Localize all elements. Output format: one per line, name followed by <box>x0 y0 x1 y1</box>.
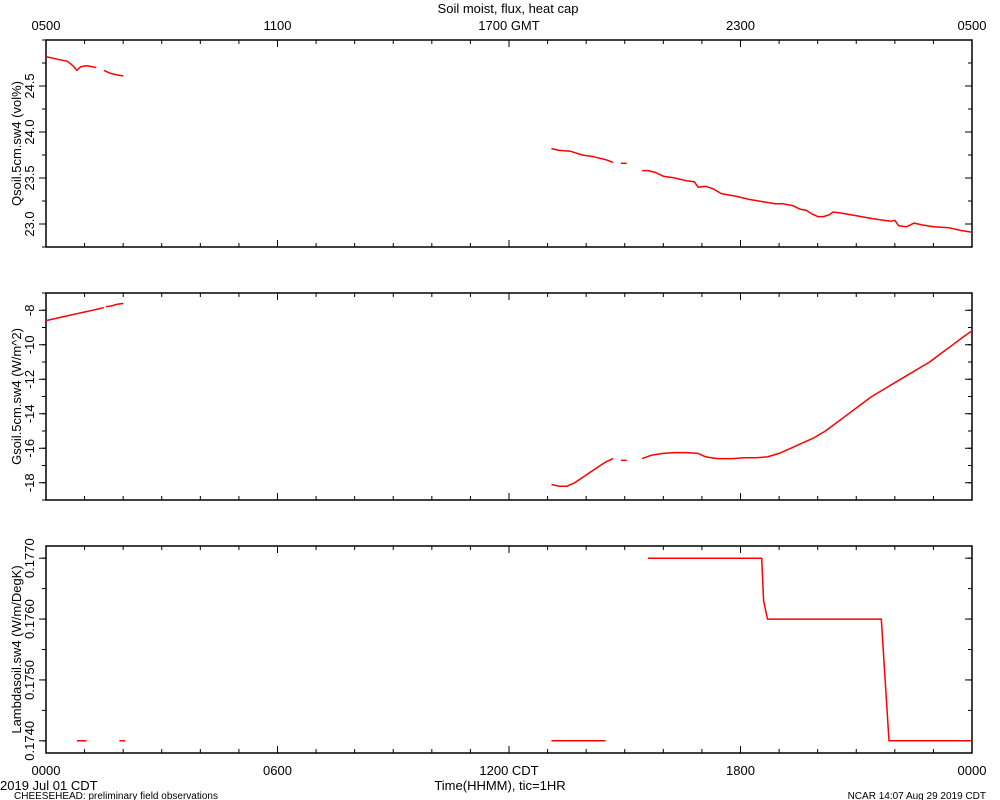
series-line-segment <box>45 306 105 322</box>
top-tick-label: 2300 <box>726 18 755 33</box>
top-time-axis: 0500 1100 1700 GMT 2300 0500 <box>32 18 987 33</box>
chart-panel-2: -18 -16 -14 -12 -10 -8 Gsoil.5cm.sw4 (W/m^2) <box>9 292 973 501</box>
series-line-segment <box>551 147 614 164</box>
series-line-segment <box>45 55 97 72</box>
top-tick-label: 0500 <box>958 18 987 33</box>
top-tick-label: 1700 GMT <box>478 18 539 33</box>
bottom-tick-label: 0600 <box>263 763 292 778</box>
y-tick-label: 24.0 <box>22 119 37 144</box>
y-tick-label: 0.1740 <box>22 721 37 761</box>
y-axis-label: Gsoil.5cm.sw4 (W/m^2) <box>9 328 24 465</box>
plot-frame <box>45 545 973 754</box>
y-tick-label: -10 <box>22 335 37 354</box>
y-axis-label: Qsoil.5cm.sw4 (vol%) <box>9 81 24 206</box>
x-axis-title: Time(HHMM), tic=1HR <box>434 778 565 793</box>
date-label: 2019 Jul 01 CDT <box>0 778 98 793</box>
bottom-tick-label: 0000 <box>958 763 987 778</box>
y-tick-label: -16 <box>22 439 37 458</box>
y-tick-label: 0.1770 <box>22 538 37 578</box>
series-line-segment <box>103 69 124 77</box>
y-tick-label: 23.0 <box>22 211 37 236</box>
bottom-tick-label: 1800 <box>726 763 755 778</box>
series-line-segment <box>551 457 614 487</box>
y-tick-label: 0.1760 <box>22 599 37 639</box>
footer-left-note: CHEESEHEAD: preliminary field observatio… <box>14 791 218 800</box>
y-tick-label: -12 <box>22 370 37 389</box>
y-axis-label: Lambdasoil.sw4 (W/m/DegK) <box>9 565 24 733</box>
series-line-segment <box>642 169 973 234</box>
plot-frame <box>45 292 973 501</box>
y-tick-label: -8 <box>22 304 37 316</box>
chart-title: Soil moist, flux, heat cap <box>438 1 579 16</box>
bottom-time-axis: 0000 0600 1200 CDT 1800 0000 <box>32 763 987 778</box>
series-line-segment <box>647 557 972 742</box>
footer-right-note: NCAR 14:07 Aug 29 2019 CDT <box>848 791 986 800</box>
y-tick-label: -18 <box>22 473 37 492</box>
series-line-segment <box>641 330 973 460</box>
series-line-segment <box>105 302 124 308</box>
y-tick-label: -14 <box>22 404 37 423</box>
y-tick-label: 0.1750 <box>22 660 37 700</box>
plot-frame <box>45 39 973 248</box>
bottom-tick-label: 1200 CDT <box>479 763 538 778</box>
bottom-tick-label: 0000 <box>32 763 61 778</box>
top-tick-label: 0500 <box>32 18 61 33</box>
top-tick-label: 1100 <box>264 18 292 33</box>
y-tick-label: 24.5 <box>22 73 37 98</box>
y-tick-label: 23.5 <box>22 165 37 190</box>
